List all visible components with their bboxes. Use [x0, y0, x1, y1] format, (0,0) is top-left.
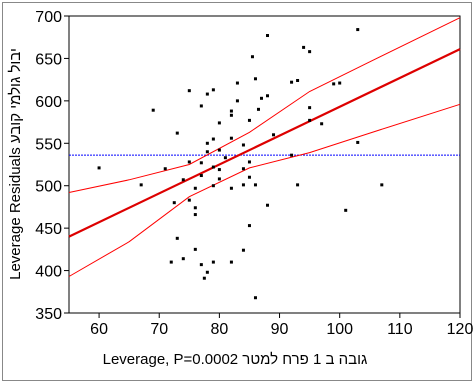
data-point — [250, 55, 254, 59]
data-point — [211, 88, 215, 92]
x-tick-label: 70 — [150, 321, 168, 338]
data-point — [256, 107, 260, 111]
y-axis-label: Leverage Residuals יבול גולמי קובע — [7, 48, 24, 280]
x-tick-label: 60 — [90, 321, 108, 338]
data-point — [229, 186, 233, 190]
data-point — [175, 236, 179, 240]
data-point — [308, 50, 312, 54]
y-tick-label: 600 — [35, 94, 62, 111]
data-point — [211, 165, 215, 169]
data-point — [211, 184, 215, 188]
data-point — [241, 248, 245, 252]
data-point — [151, 108, 155, 112]
data-point — [205, 141, 209, 145]
data-point — [241, 143, 245, 147]
x-tick-label: 120 — [447, 321, 474, 338]
data-point — [139, 183, 143, 187]
data-point — [332, 82, 336, 86]
data-point — [338, 81, 342, 85]
data-point — [187, 89, 191, 93]
y-tick-label: 550 — [35, 136, 62, 153]
data-point — [247, 175, 251, 179]
data-point — [205, 150, 209, 154]
data-point — [193, 247, 197, 251]
data-point — [356, 140, 360, 144]
data-point — [308, 118, 312, 122]
data-point — [241, 167, 245, 171]
data-point — [223, 156, 227, 160]
data-point — [241, 183, 245, 187]
data-point — [217, 177, 221, 181]
data-point — [211, 260, 215, 264]
regression-line — [68, 48, 461, 238]
data-point — [217, 148, 221, 152]
data-point — [199, 263, 203, 267]
y-tick-label: 400 — [35, 264, 62, 281]
data-point — [247, 118, 251, 122]
data-point — [296, 78, 300, 82]
data-point — [380, 183, 384, 187]
data-point — [169, 260, 173, 264]
data-point — [247, 160, 251, 164]
data-point — [259, 96, 263, 100]
y-tick-label: 650 — [35, 51, 62, 68]
data-point — [205, 270, 209, 274]
x-tick-label: 110 — [387, 321, 413, 338]
data-point — [229, 113, 233, 117]
data-point — [253, 296, 257, 300]
data-point — [229, 260, 233, 264]
data-point — [205, 92, 209, 96]
data-point — [181, 178, 185, 182]
data-point — [211, 137, 215, 141]
data-point — [253, 183, 257, 187]
x-tick-label: 100 — [326, 321, 353, 338]
data-point — [290, 80, 294, 84]
data-point — [247, 224, 251, 228]
data-point — [193, 206, 197, 210]
data-point — [199, 174, 203, 178]
data-point — [235, 99, 239, 103]
data-point — [163, 167, 167, 171]
data-point — [302, 45, 306, 49]
data-point — [202, 276, 206, 280]
data-point — [229, 136, 233, 140]
data-point — [356, 28, 360, 32]
confidence-upper-curve — [68, 17, 461, 193]
data-point — [320, 122, 324, 126]
data-point — [187, 198, 191, 202]
data-point — [193, 213, 197, 217]
data-point — [266, 34, 270, 38]
data-point — [181, 257, 185, 261]
data-point — [217, 168, 221, 172]
x-axis-label: גובה ב 1 פרח למטר Leverage, P=0.0002 — [103, 351, 368, 368]
data-point — [235, 81, 239, 85]
y-tick-label: 450 — [35, 221, 62, 238]
x-tick-label: 90 — [271, 321, 289, 338]
data-point — [175, 131, 179, 135]
data-point — [308, 106, 312, 110]
confidence-lower-curve — [68, 103, 461, 277]
data-point — [193, 186, 197, 190]
data-point — [199, 161, 203, 165]
data-point — [97, 166, 101, 170]
data-point — [217, 121, 221, 125]
data-point — [296, 183, 300, 187]
axis-ticks: 60 70 80 90 100 110 120 350 400 450 500 550 600 650 70… — [35, 9, 473, 338]
data-points — [97, 28, 384, 300]
data-point — [253, 77, 257, 81]
data-point — [229, 109, 233, 113]
data-point — [199, 104, 203, 108]
data-point — [266, 203, 270, 207]
y-tick-label: 350 — [35, 306, 62, 323]
data-point — [272, 133, 276, 137]
data-point — [187, 160, 191, 164]
x-tick-label: 80 — [210, 321, 228, 338]
y-tick-label: 500 — [35, 179, 62, 196]
data-point — [266, 94, 270, 98]
data-point — [344, 208, 348, 212]
y-tick-label: 700 — [35, 9, 62, 26]
data-point — [172, 201, 176, 205]
data-point — [290, 153, 294, 157]
